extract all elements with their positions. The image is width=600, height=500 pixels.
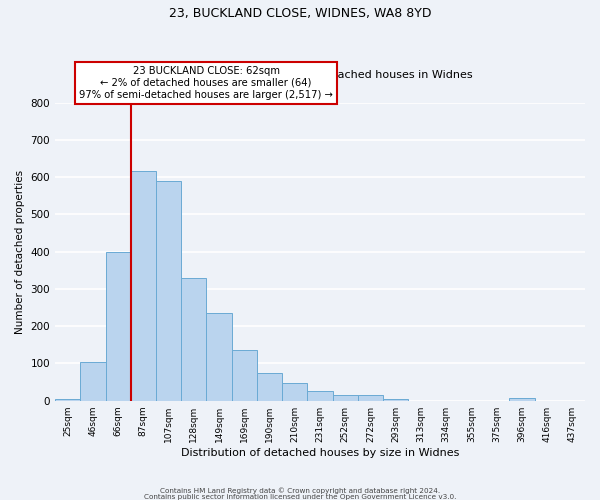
Bar [55,399,80,400]
Bar [80,362,106,401]
Bar [332,395,358,400]
Bar [257,373,282,400]
Bar [358,395,383,400]
Bar [206,313,232,400]
Bar [156,181,181,400]
Bar [181,278,206,400]
Bar [131,172,156,400]
Bar [509,398,535,400]
Bar [282,383,307,400]
Text: Contains HM Land Registry data © Crown copyright and database right 2024.: Contains HM Land Registry data © Crown c… [160,487,440,494]
Text: 23 BUCKLAND CLOSE: 62sqm
← 2% of detached houses are smaller (64)
97% of semi-de: 23 BUCKLAND CLOSE: 62sqm ← 2% of detache… [79,66,333,100]
Bar [232,350,257,401]
X-axis label: Distribution of detached houses by size in Widnes: Distribution of detached houses by size … [181,448,459,458]
Text: 23, BUCKLAND CLOSE, WIDNES, WA8 8YD: 23, BUCKLAND CLOSE, WIDNES, WA8 8YD [169,8,431,20]
Bar [106,252,131,400]
Y-axis label: Number of detached properties: Number of detached properties [15,170,25,334]
Text: Contains public sector information licensed under the Open Government Licence v3: Contains public sector information licen… [144,494,456,500]
Title: Size of property relative to detached houses in Widnes: Size of property relative to detached ho… [167,70,473,80]
Bar [307,392,332,400]
Bar [383,399,409,400]
